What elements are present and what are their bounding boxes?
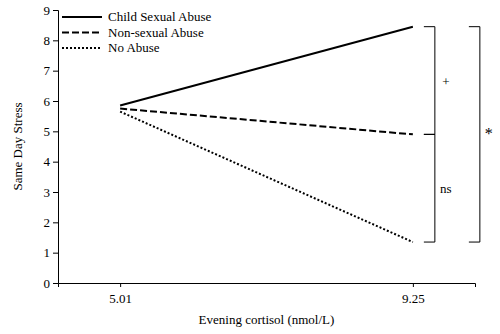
y-tick: 8 <box>44 33 59 48</box>
legend-swatch <box>62 47 102 49</box>
y-tick: 2 <box>44 215 59 230</box>
y-tick: 7 <box>44 63 59 78</box>
y-tick: 0 <box>44 276 59 291</box>
legend-label: Child Sexual Abuse <box>108 9 212 24</box>
y-tick-label: 3 <box>44 185 51 200</box>
y-tick-label: 8 <box>44 33 51 48</box>
y-axis-title: Same Day Stress <box>10 102 25 190</box>
significance-label: ns <box>440 181 452 196</box>
x-tick: 5.01 <box>109 283 132 306</box>
y-tick-mark <box>53 10 58 11</box>
y-tick-mark <box>53 253 58 254</box>
y-tick: 6 <box>44 94 59 109</box>
significance-label: * <box>485 125 493 142</box>
y-tick-mark <box>53 283 58 284</box>
y-tick: 4 <box>44 154 59 169</box>
y-tick-label: 9 <box>44 3 51 18</box>
plot: 0 1 2 3 4 5 6 7 8 9 5.01 9.25 <box>44 3 476 306</box>
series-line <box>120 112 413 242</box>
y-tick-label: 6 <box>44 94 51 109</box>
significance-bracket <box>424 27 435 135</box>
y-tick-mark <box>53 162 58 163</box>
significance-bracket <box>469 27 480 242</box>
x-axis-title: Evening cortisol (nmol/L) <box>199 312 335 327</box>
y-tick-mark <box>53 101 58 102</box>
y-tick-mark <box>53 192 58 193</box>
x-axis: 5.01 9.25 <box>59 283 476 306</box>
series-line <box>120 109 413 135</box>
legend-label: Non-sexual Abuse <box>108 25 204 40</box>
legend-swatch <box>62 16 102 18</box>
y-axis: 0 1 2 3 4 5 6 7 8 9 <box>44 3 59 291</box>
legend-swatch <box>62 32 102 34</box>
x-tick-mark <box>120 283 121 287</box>
y-tick: 9 <box>44 3 59 18</box>
lines <box>120 27 413 242</box>
y-tick-label: 4 <box>44 154 51 169</box>
y-tick: 1 <box>44 245 59 260</box>
y-tick-mark <box>53 131 58 132</box>
y-tick-label: 1 <box>44 245 51 260</box>
x-axis-line <box>59 284 476 288</box>
y-tick-label: 0 <box>44 276 51 291</box>
y-tick: 5 <box>44 124 59 139</box>
x-tick-label: 9.25 <box>402 291 425 306</box>
legend-label: No Abuse <box>108 40 160 55</box>
significance-label: + <box>442 74 449 89</box>
x-tick-mark <box>413 283 414 287</box>
y-tick-label: 7 <box>44 63 51 78</box>
x-tick-label: 5.01 <box>109 291 132 306</box>
y-tick-mark <box>53 222 58 223</box>
legend: Child Sexual AbuseNon-sexual AbuseNo Abu… <box>62 9 212 55</box>
y-tick-mark <box>53 40 58 41</box>
y-tick: 3 <box>44 185 59 200</box>
significance-bracket <box>424 134 435 242</box>
annotations: + ns * <box>424 27 493 242</box>
y-tick-label: 2 <box>44 215 51 230</box>
y-axis-line <box>53 11 59 284</box>
y-tick-label: 5 <box>44 124 51 139</box>
y-tick-mark <box>53 71 58 72</box>
x-tick: 9.25 <box>402 283 425 306</box>
chart: 0 1 2 3 4 5 6 7 8 9 5.01 9.25 Evening cortisol (nmol… <box>0 0 500 334</box>
